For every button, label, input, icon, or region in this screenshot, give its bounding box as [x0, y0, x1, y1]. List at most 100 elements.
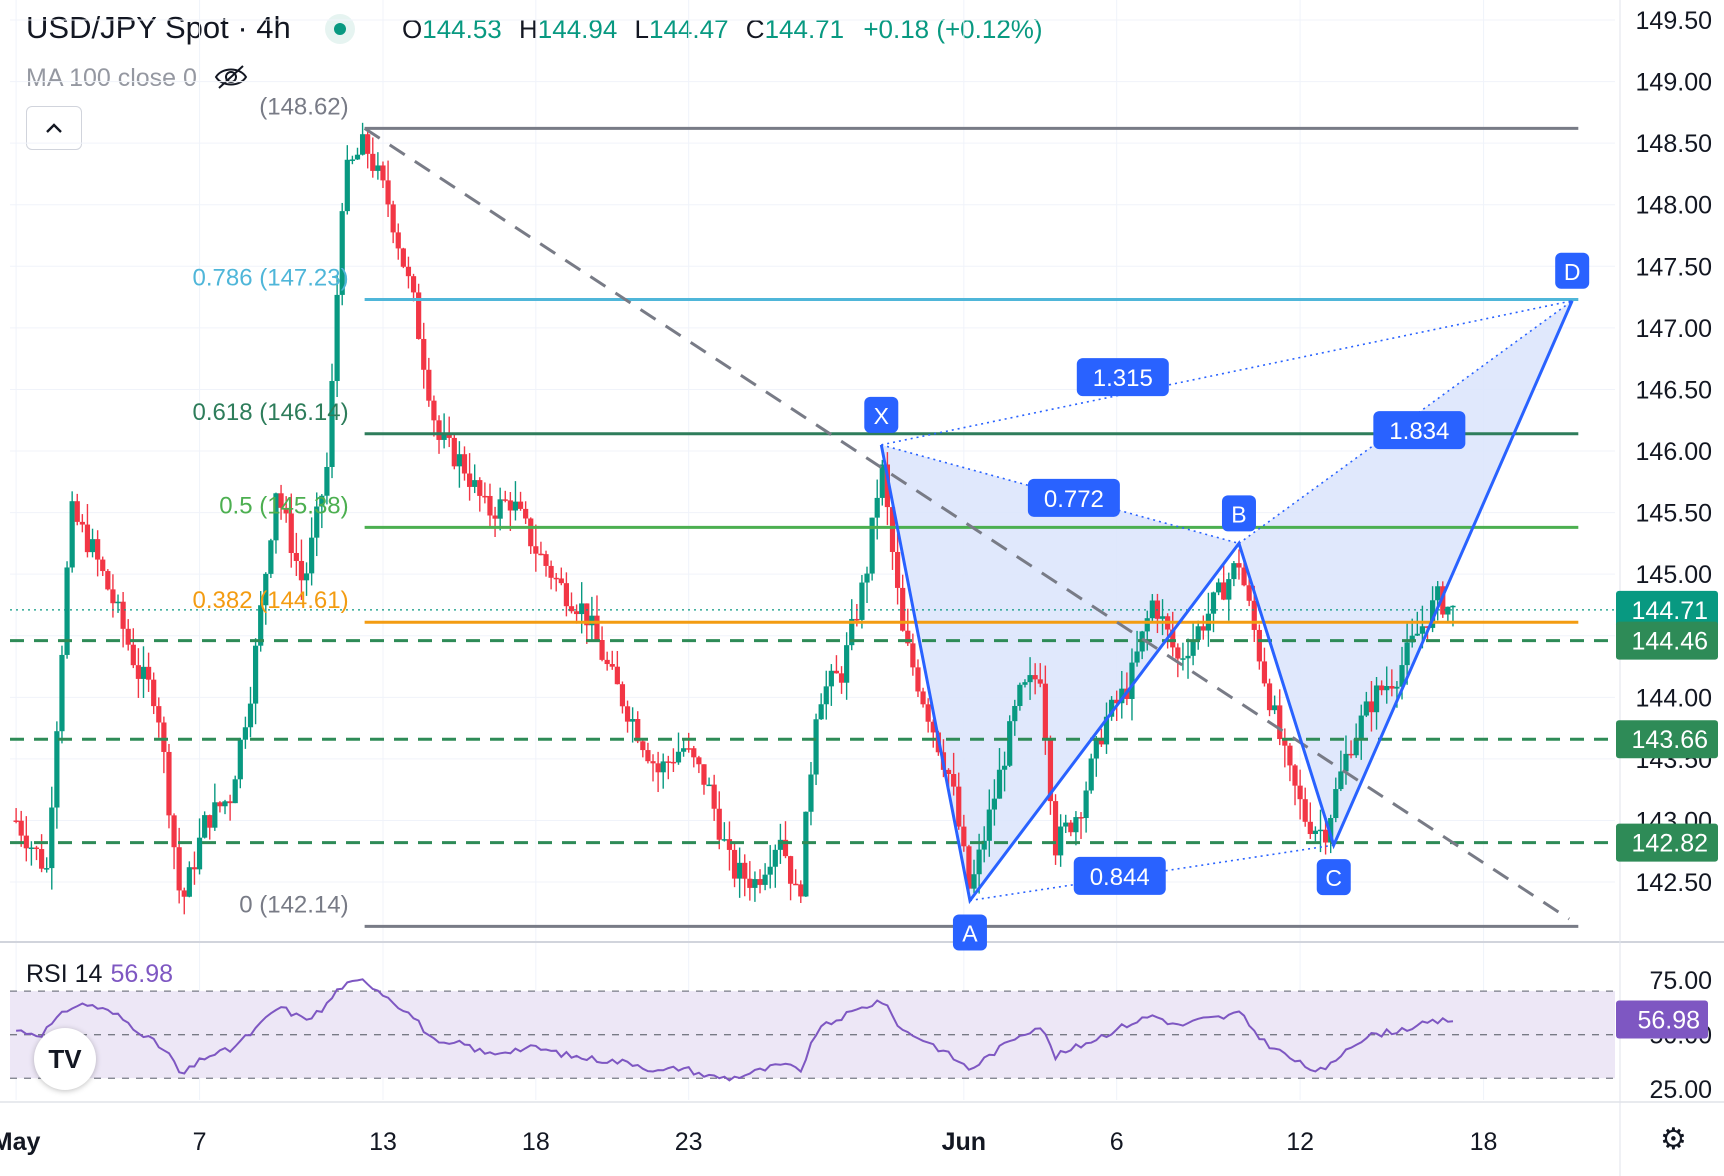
close-value: 144.71: [764, 14, 845, 44]
candle-body: [268, 540, 274, 574]
candle-body: [553, 577, 559, 580]
candle-body: [196, 837, 203, 870]
candle-body: [84, 524, 91, 553]
candle-body: [135, 665, 141, 679]
candle-body: [604, 659, 610, 665]
time-tick-label: 13: [369, 1128, 397, 1156]
candle-body: [1175, 647, 1181, 659]
candle-body: [421, 338, 427, 370]
rsi-label: RSI 14: [26, 960, 103, 988]
candle-body: [528, 518, 534, 547]
candle-body: [782, 839, 789, 857]
candle-body: [120, 601, 126, 629]
harmonic-pattern: 0.772 1.315 1.834 0.844 X A B C D: [864, 252, 1590, 951]
candle-body: [1277, 705, 1283, 740]
pattern-ratio-box: [1073, 856, 1166, 895]
candle-body: [711, 784, 717, 809]
pattern-ratio-label: 1.834: [1389, 418, 1449, 445]
candle-body: [563, 583, 569, 607]
candle-body: [1103, 716, 1110, 745]
candle-body: [59, 654, 65, 732]
candle-body: [1414, 633, 1420, 636]
candle-body: [416, 292, 422, 339]
candle-body: [599, 640, 605, 660]
candle-body: [900, 587, 906, 631]
pattern-ratio-line: [1238, 300, 1573, 545]
candle-body: [1159, 616, 1166, 619]
ma-indicator-label[interactable]: MA 100 close 0: [26, 64, 248, 93]
price-scale-label: 143.66: [1632, 726, 1708, 754]
candle-body: [477, 480, 483, 496]
candle-body: [410, 276, 417, 293]
candle-body: [833, 670, 840, 674]
candle-body: [701, 764, 707, 785]
pattern-xab-fill: [881, 444, 1239, 901]
candle-body: [630, 719, 636, 722]
candle-body: [1170, 629, 1176, 648]
candle-body: [1180, 658, 1186, 660]
candle-body: [1068, 822, 1074, 833]
candle-body: [1119, 688, 1125, 704]
candle-body: [1419, 626, 1425, 634]
candle-body: [1379, 685, 1385, 691]
pattern-point-label: A: [962, 921, 978, 947]
settings-gear-icon[interactable]: ⚙: [1660, 1123, 1687, 1156]
candle-body: [466, 473, 473, 487]
candle-body: [686, 748, 692, 750]
candle-body: [74, 501, 80, 522]
candle-body: [971, 874, 977, 889]
candle-body: [584, 603, 590, 626]
candle-body: [757, 879, 763, 885]
candle-body: [222, 801, 228, 807]
candle-body: [191, 867, 198, 870]
pattern-point-box: [1555, 252, 1590, 289]
candle-body: [635, 719, 641, 742]
ma-label-text: MA 100 close 0: [26, 64, 197, 92]
candle-body: [298, 560, 305, 581]
candle-body: [1435, 586, 1441, 601]
pattern-point-label: D: [1564, 259, 1581, 285]
candle-body: [655, 763, 661, 773]
candle-body: [1215, 582, 1222, 593]
candle-body: [665, 761, 671, 763]
candle-body: [1440, 586, 1446, 615]
pattern-point-label: C: [1325, 865, 1342, 891]
fib-label-0.5: 0.5 (145.38): [219, 492, 348, 519]
candle-body: [558, 578, 564, 584]
candle-body: [171, 815, 177, 848]
pattern-ratio-box: [1027, 478, 1120, 517]
candle-body: [1001, 765, 1008, 770]
tradingview-logo[interactable]: TV: [34, 1028, 96, 1090]
price-scale-label-box: [1616, 590, 1718, 629]
candle-body: [79, 521, 85, 525]
candle-body: [492, 515, 498, 519]
candle-body: [675, 751, 682, 763]
candle-body: [762, 874, 768, 885]
rsi-tick-label: 75.00: [1649, 967, 1712, 995]
price-tick-label: 149.00: [1636, 69, 1712, 97]
candle-body: [217, 802, 223, 807]
candle-body: [1307, 821, 1313, 835]
candle-body: [818, 704, 824, 720]
candle-body: [38, 849, 45, 869]
candle-body: [115, 601, 121, 604]
fib-label-1: (148.62): [259, 93, 348, 120]
candle-body: [1012, 705, 1018, 722]
candle-body: [849, 618, 855, 646]
candle-body: [894, 551, 901, 588]
price-tick-label: 145.00: [1636, 561, 1712, 589]
candle-body: [747, 878, 753, 888]
candle-body: [232, 779, 238, 804]
candle-body: [156, 706, 162, 723]
time-tick-label: 6: [1110, 1128, 1124, 1156]
candle-body: [619, 684, 626, 707]
candle-body: [731, 849, 738, 879]
candle-body: [808, 774, 814, 812]
candle-body: [359, 134, 366, 155]
fib-label-0.786: 0.786 (147.23): [193, 265, 349, 292]
candle-body: [1007, 721, 1013, 766]
candle-body: [1052, 801, 1059, 856]
symbol-title[interactable]: USD/JPY Spot · 4h: [26, 10, 291, 45]
candle-body: [787, 856, 794, 884]
